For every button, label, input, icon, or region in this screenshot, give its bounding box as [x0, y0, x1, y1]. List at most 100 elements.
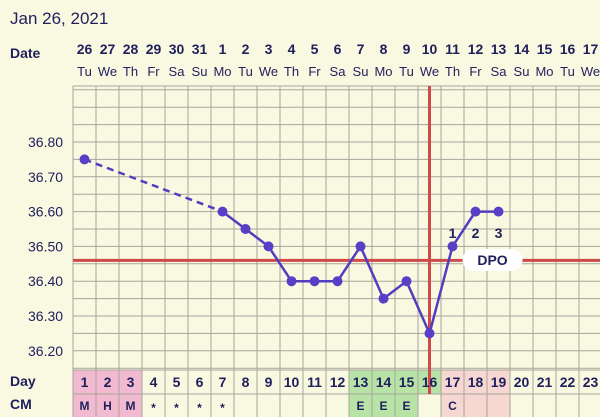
cycle-day-label: 21	[537, 374, 553, 390]
dpo-number: 1	[449, 225, 457, 241]
cm-cell	[349, 394, 372, 417]
weekday-label: Th	[123, 64, 138, 79]
weekday-label: Th	[445, 64, 460, 79]
temperature-point	[332, 276, 343, 287]
cm-label: E	[379, 399, 387, 413]
cm-label: *	[174, 401, 179, 415]
cm-label: M	[126, 399, 136, 413]
cm-cell	[395, 394, 418, 417]
weekday-label: Fr	[147, 64, 160, 79]
day-cell	[257, 370, 280, 394]
day-cell	[165, 370, 188, 394]
temperature-point	[309, 276, 320, 287]
date-label: 11	[445, 41, 460, 57]
cycle-day-label: 17	[445, 374, 461, 390]
cm-cell	[303, 394, 326, 417]
date-label: 6	[334, 41, 342, 57]
weekday-label: We	[581, 64, 600, 79]
day-cell	[441, 370, 464, 394]
cycle-day-label: 12	[330, 374, 346, 390]
cycle-day-label: 20	[514, 374, 530, 390]
temperature-point	[378, 293, 389, 304]
cm-label: *	[197, 401, 202, 415]
weekday-label: Su	[192, 64, 208, 79]
cm-label: *	[151, 401, 156, 415]
day-cell	[556, 370, 579, 394]
date-label: 31	[192, 41, 208, 57]
chart-title: Jan 26, 2021	[10, 9, 108, 28]
weekday-label: Tu	[560, 64, 575, 79]
cycle-day-label: 19	[491, 374, 507, 390]
temperature-segment	[428, 246, 454, 334]
y-tick-label: 36.40	[28, 273, 63, 289]
date-label: 28	[123, 41, 139, 57]
date-label: 8	[380, 41, 388, 57]
day-cell	[234, 370, 257, 394]
cm-cell	[464, 394, 487, 417]
weekday-label: Mo	[374, 64, 392, 79]
cm-cell	[487, 394, 510, 417]
y-tick-label: 36.70	[28, 169, 63, 185]
date-label: 3	[265, 41, 273, 57]
cycle-day-label: 8	[242, 374, 250, 390]
cm-cell	[73, 394, 96, 417]
cycle-day-label: 23	[583, 374, 599, 390]
date-label: 27	[100, 41, 116, 57]
day-cell	[326, 370, 349, 394]
day-cell	[73, 370, 96, 394]
temperature-point	[217, 206, 228, 217]
temperature-segment	[84, 158, 223, 213]
cycle-day-label: 7	[219, 374, 227, 390]
cm-label: E	[402, 399, 410, 413]
weekday-label: Mo	[535, 64, 553, 79]
date-label: 12	[468, 41, 484, 57]
day-cell	[464, 370, 487, 394]
cycle-day-label: 3	[127, 374, 135, 390]
day-row-label: Day	[10, 373, 36, 389]
temperature-point	[424, 328, 435, 339]
cm-label: M	[80, 399, 90, 413]
date-label: 9	[403, 41, 411, 57]
cm-cell	[142, 394, 165, 417]
cm-cell	[119, 394, 142, 417]
date-label: 4	[288, 41, 296, 57]
temperature-segment	[336, 245, 362, 282]
day-cell	[188, 370, 211, 394]
cycle-day-label: 14	[376, 374, 392, 390]
cm-label: H	[103, 399, 112, 413]
weekday-label: Sa	[491, 64, 508, 79]
cm-cell	[165, 394, 188, 417]
cm-cell	[188, 394, 211, 417]
weekday-label: Tu	[77, 64, 92, 79]
day-cell	[280, 370, 303, 394]
cm-cell	[579, 394, 600, 417]
date-label: 17	[583, 41, 599, 57]
dpo-number: 2	[472, 225, 480, 241]
date-label: 26	[77, 41, 93, 57]
cm-cell	[418, 394, 441, 417]
date-row-label: Date	[10, 45, 41, 61]
cm-cell	[556, 394, 579, 417]
temperature-point	[401, 276, 412, 287]
temperature-segment	[451, 210, 477, 248]
day-cell	[487, 370, 510, 394]
cm-label: C	[448, 399, 457, 413]
dpo-label: DPO	[477, 252, 507, 268]
cm-row-label: CM	[10, 396, 32, 412]
y-tick-label: 36.20	[28, 343, 63, 359]
temperature-point	[286, 276, 297, 287]
cm-label: E	[356, 399, 364, 413]
cm-cell	[257, 394, 280, 417]
date-label: 16	[560, 41, 576, 57]
temperature-point	[493, 206, 504, 217]
temperature-point	[240, 224, 251, 234]
cm-label: *	[220, 401, 225, 415]
cm-cell	[96, 394, 119, 417]
temperature-point	[263, 241, 274, 252]
temperature-point	[79, 154, 90, 165]
y-tick-label: 36.60	[28, 204, 63, 220]
y-tick-label: 36.30	[28, 308, 63, 324]
dpo-bubble	[462, 249, 523, 271]
day-cell	[533, 370, 556, 394]
